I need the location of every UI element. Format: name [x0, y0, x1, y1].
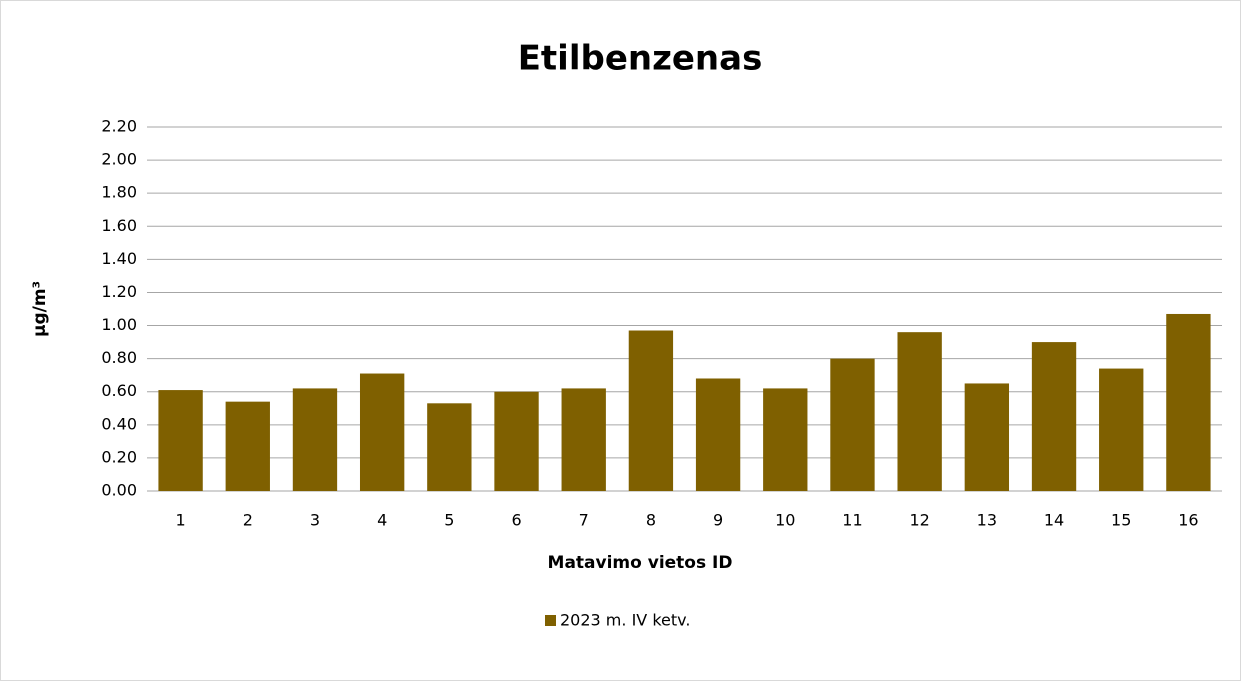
y-tick-label: 0.00: [101, 481, 137, 500]
bar: [427, 403, 472, 491]
bar: [1166, 313, 1211, 491]
bar: [561, 388, 606, 491]
y-tick-label: 0.80: [101, 348, 137, 367]
y-tick-label: 1.00: [101, 315, 137, 334]
y-tick-label: 2.20: [101, 117, 137, 136]
x-tick-label: 3: [310, 511, 320, 530]
x-tick-label: 15: [1111, 511, 1131, 530]
bar: [763, 388, 808, 491]
bar: [359, 373, 405, 491]
x-tick-label: 11: [842, 511, 862, 530]
legend-swatch: [545, 615, 556, 626]
x-tick-label: 8: [646, 511, 656, 530]
x-tick-label: 6: [511, 511, 521, 530]
bar: [695, 378, 741, 491]
bar: [225, 401, 270, 491]
x-tick-label: 9: [713, 511, 723, 530]
x-tick-label: 1: [176, 511, 186, 530]
bar: [158, 390, 203, 491]
bar: [964, 383, 1010, 491]
y-tick-label: 0.20: [101, 447, 137, 466]
y-tick-label: 0.60: [101, 381, 137, 400]
x-tick-label: 16: [1178, 511, 1198, 530]
y-tick-label: 0.40: [101, 414, 137, 433]
x-tick-label: 13: [977, 511, 997, 530]
bar: [897, 332, 942, 491]
x-tick-label: 14: [1044, 511, 1064, 530]
x-tick-label: 10: [775, 511, 795, 530]
bar: [494, 391, 539, 491]
bar: [830, 358, 875, 491]
y-tick-label: 1.40: [101, 249, 137, 268]
y-tick-label: 1.80: [101, 183, 137, 202]
bar: [1031, 342, 1077, 491]
x-tick-label: 2: [243, 511, 253, 530]
x-tick-label: 12: [909, 511, 929, 530]
x-tick-label: 4: [377, 511, 387, 530]
x-tick-label: 5: [444, 511, 454, 530]
y-tick-label: 1.60: [101, 216, 137, 235]
y-axis-label: µg/m³: [30, 281, 50, 337]
chart-title: Etilbenzenas: [518, 39, 763, 79]
bar: [1099, 368, 1144, 491]
y-tick-label: 2.00: [101, 150, 137, 169]
bar: [292, 388, 338, 491]
x-axis-label: Matavimo vietos ID: [548, 553, 733, 573]
x-tick-label: 7: [579, 511, 589, 530]
legend-label: 2023 m. IV ketv.: [560, 611, 690, 630]
bar: [628, 330, 674, 491]
y-tick-label: 1.20: [101, 282, 137, 301]
